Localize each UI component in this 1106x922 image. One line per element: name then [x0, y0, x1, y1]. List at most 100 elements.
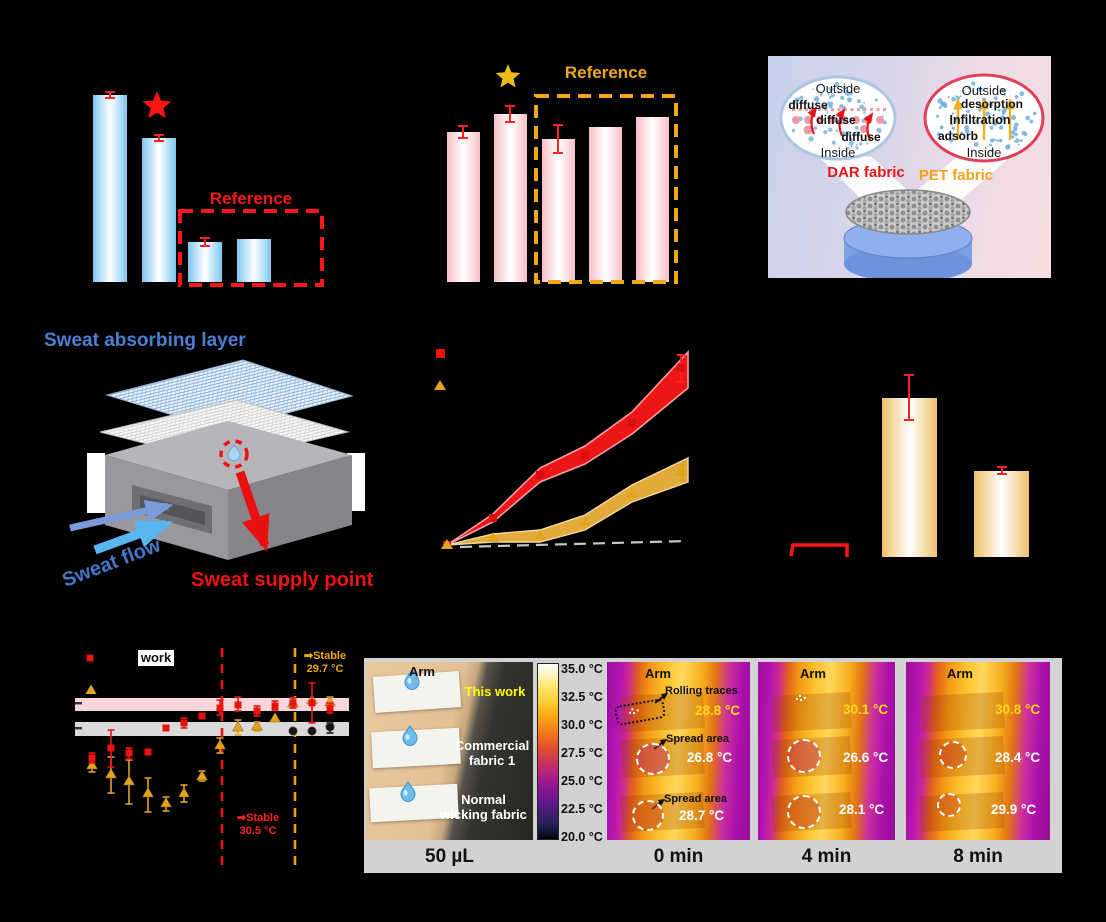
- arm-photo: Arm This work Commercial fabric 1 Normal…: [366, 662, 533, 840]
- bar: [142, 138, 176, 282]
- caption-volume: 50 µL: [425, 846, 474, 867]
- red-square-point: [253, 707, 261, 715]
- spread-area-circle: [636, 743, 670, 775]
- reference-dashed-box: [178, 209, 324, 287]
- supply-point-arrow: [235, 470, 270, 552]
- gray-stable-band: [75, 722, 349, 736]
- bar: [542, 139, 575, 282]
- diffuse-arrow-icon: [807, 106, 818, 135]
- gold-triangle-marker: [534, 530, 546, 540]
- thermal4-arm-label: Arm: [799, 666, 826, 681]
- colorbar-tick-25: 25.0 °C: [561, 774, 603, 788]
- stable-gold-line1: ➡Stable: [303, 650, 347, 662]
- red-square-marker: [628, 419, 636, 427]
- panel-g-work-legend-chip: work: [138, 650, 174, 666]
- thermal8-temp-top: 30.8 °C: [995, 702, 1041, 717]
- spread-area-circle: [937, 793, 961, 817]
- rolling-traces-label: Rolling traces: [665, 685, 738, 697]
- water-droplet-icon: [400, 781, 416, 802]
- spread-area-circle: [939, 741, 967, 769]
- bar: [974, 471, 1029, 557]
- thermal-image-8min: Arm 30.8 °C 28.4 °C 29.9 °C: [906, 662, 1050, 840]
- thermal0-temp-bot: 28.7 °C: [679, 808, 725, 823]
- panel-h-thermal-panel: Arm This work Commercial fabric 1 Normal…: [364, 658, 1062, 873]
- sweat-flow-arrow: [93, 519, 173, 555]
- red-square-point: [198, 712, 206, 720]
- red-square-point: [162, 724, 170, 732]
- droplet-icon: [227, 444, 241, 462]
- water-droplet-icon: [402, 725, 418, 746]
- panel-d-graphics: [69, 359, 365, 560]
- sweat-absorbing-layer-label: Sweat absorbing layer: [44, 330, 246, 351]
- black-circle-point: [325, 722, 335, 732]
- spread-area-label-1: Spread area: [666, 733, 729, 745]
- thermal8-temp-mid: 28.4 °C: [995, 750, 1041, 765]
- dar-inside-label: Inside: [820, 145, 856, 160]
- gold-triangle-point: [160, 797, 172, 808]
- panel-c-graphics: [779, 73, 1045, 278]
- bar: [188, 242, 222, 282]
- gold-triangle-point: [232, 721, 244, 732]
- colorbar-tick-35: 35.0 °C: [561, 662, 603, 676]
- fabric-disc: [845, 189, 971, 235]
- colorbar-tick-22-5: 22.5 °C: [561, 802, 603, 816]
- photo-this-work-label: This work: [464, 684, 526, 699]
- dar-outside-label: Outside: [815, 81, 861, 96]
- thermal-image-0min: Arm Rolling traces 28.8 °C Spread area 2…: [607, 662, 750, 840]
- colorbar-tick-32-5: 32.5 °C: [561, 690, 603, 704]
- spread-area-label-2: Spread area: [664, 793, 727, 805]
- panel-d-device-diagram: Sweat absorbing layer Sweat flow Sweat s…: [0, 310, 380, 605]
- photo-arm-label: Arm: [408, 664, 435, 679]
- red-square-point: [125, 749, 133, 757]
- red-square-point: [289, 699, 297, 707]
- spread-area-circle: [632, 800, 664, 831]
- diffuse-arrow-icon: [863, 112, 874, 141]
- pet-fabric-label: PET fabric: [918, 167, 994, 184]
- sweat-supply-point-label: Sweat supply point: [191, 569, 374, 591]
- baseline-gray-series: [459, 539, 689, 549]
- bar: [447, 132, 480, 282]
- red-square-marker: [581, 451, 589, 459]
- red-square-point: [326, 704, 334, 712]
- red-square-point: [180, 719, 188, 727]
- bar: [882, 398, 937, 557]
- pet-adsorb-label: adsorb: [937, 129, 979, 143]
- red-square-point: [271, 702, 279, 710]
- bar: [237, 239, 271, 282]
- legend-red-marker: [436, 349, 445, 358]
- red-square-point: [308, 699, 316, 707]
- pink-stable-band: [75, 698, 349, 711]
- water-droplet-icon: [404, 669, 420, 690]
- gold-triangle-marker: [487, 532, 499, 542]
- red-square-point: [144, 748, 152, 756]
- supply-point-circle: [219, 439, 249, 469]
- pet-infiltration-label: Infiltration: [949, 113, 1011, 127]
- gold-triangle-point: [142, 787, 154, 798]
- panel-a-bar-chart: [93, 91, 324, 287]
- photo-normal-label: Normal wicking fabric: [440, 792, 527, 822]
- panel-e-line-chart: [434, 349, 689, 549]
- gold-triangle-marker: [626, 487, 638, 497]
- caption-8min: 8 min: [953, 846, 1003, 867]
- stable-red-line1: ➡Stable: [236, 812, 280, 824]
- bar: [494, 114, 527, 282]
- bar: [636, 117, 669, 282]
- panel-f-bar-chart: [789, 374, 1029, 557]
- panel-b-reference-label: Reference: [564, 63, 648, 82]
- red-square-point: [216, 704, 224, 712]
- panel-b-bar-chart: [447, 64, 678, 284]
- colorbar-tick-27-5: 27.5 °C: [561, 746, 603, 760]
- panel-a-reference-label: Reference: [209, 189, 293, 208]
- gold-triangle-point: [105, 768, 117, 779]
- temperature-colorbar: [537, 663, 559, 840]
- black-circle-point: [288, 726, 298, 736]
- thermal0-temp-top: 28.8 °C: [695, 703, 741, 718]
- arrow-icon: [654, 693, 668, 704]
- spread-area-circle: [787, 795, 821, 829]
- gold-triangle-point: [251, 720, 263, 731]
- legend-gold-marker: [434, 380, 446, 390]
- dar-diffuse-label-2: diffuse: [816, 113, 856, 127]
- colorbar-tick-30: 30.0 °C: [561, 718, 603, 732]
- caption-0min: 0 min: [653, 846, 704, 867]
